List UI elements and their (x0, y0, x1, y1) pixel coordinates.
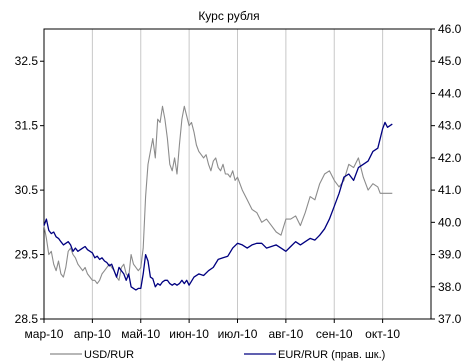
right-tick-label: 38.0 (438, 280, 462, 294)
x-tick-label: июл-10 (218, 327, 258, 341)
legend-label-eur: EUR/RUR (прав. шк.) (278, 349, 385, 361)
x-axis: мар-10 апр-10 май-10 июн-10 июл-10 авг-10 сен-… (25, 319, 400, 341)
x-tick-label: май-10 (121, 327, 160, 341)
series-line-usd (43, 105, 393, 285)
left-tick-label: 30.5 (15, 183, 39, 197)
x-tick-label: июн-10 (169, 327, 209, 341)
right-tick-label: 39.0 (438, 248, 462, 262)
series-line-eur (43, 121, 393, 291)
chart-title: Курс рубля (198, 9, 259, 23)
left-tick-label: 32.5 (15, 54, 39, 68)
x-tick-label: окт-10 (365, 327, 400, 341)
right-axis: 37.0 38.0 39.0 40.0 41.0 42.0 43.0 44.0 45.0 46.0 (431, 22, 462, 326)
right-tick-label: 46.0 (438, 22, 462, 36)
legend: USD/RUR EUR/RUR (прав. шк.) (50, 349, 385, 361)
right-tick-label: 42.0 (438, 151, 462, 165)
series-lines (43, 105, 393, 291)
right-tick-label: 41.0 (438, 183, 462, 197)
x-tick-label: сен-10 (316, 327, 353, 341)
right-tick-label: 40.0 (438, 215, 462, 229)
right-tick-label: 44.0 (438, 86, 462, 100)
grid-lines (91, 29, 384, 319)
right-tick-label: 37.0 (438, 312, 462, 326)
x-tick-label: мар-10 (25, 327, 64, 341)
left-tick-label: 31.5 (15, 119, 39, 133)
legend-label-usd: USD/RUR (84, 349, 134, 361)
right-tick-label: 45.0 (438, 54, 462, 68)
right-tick-label: 43.0 (438, 119, 462, 133)
left-tick-label: 28.5 (15, 312, 39, 326)
x-tick-label: авг-10 (268, 327, 303, 341)
left-axis: 28.5 29.5 30.5 31.5 32.5 (15, 54, 44, 326)
left-tick-label: 29.5 (15, 248, 39, 262)
x-tick-label: апр-10 (74, 327, 112, 341)
